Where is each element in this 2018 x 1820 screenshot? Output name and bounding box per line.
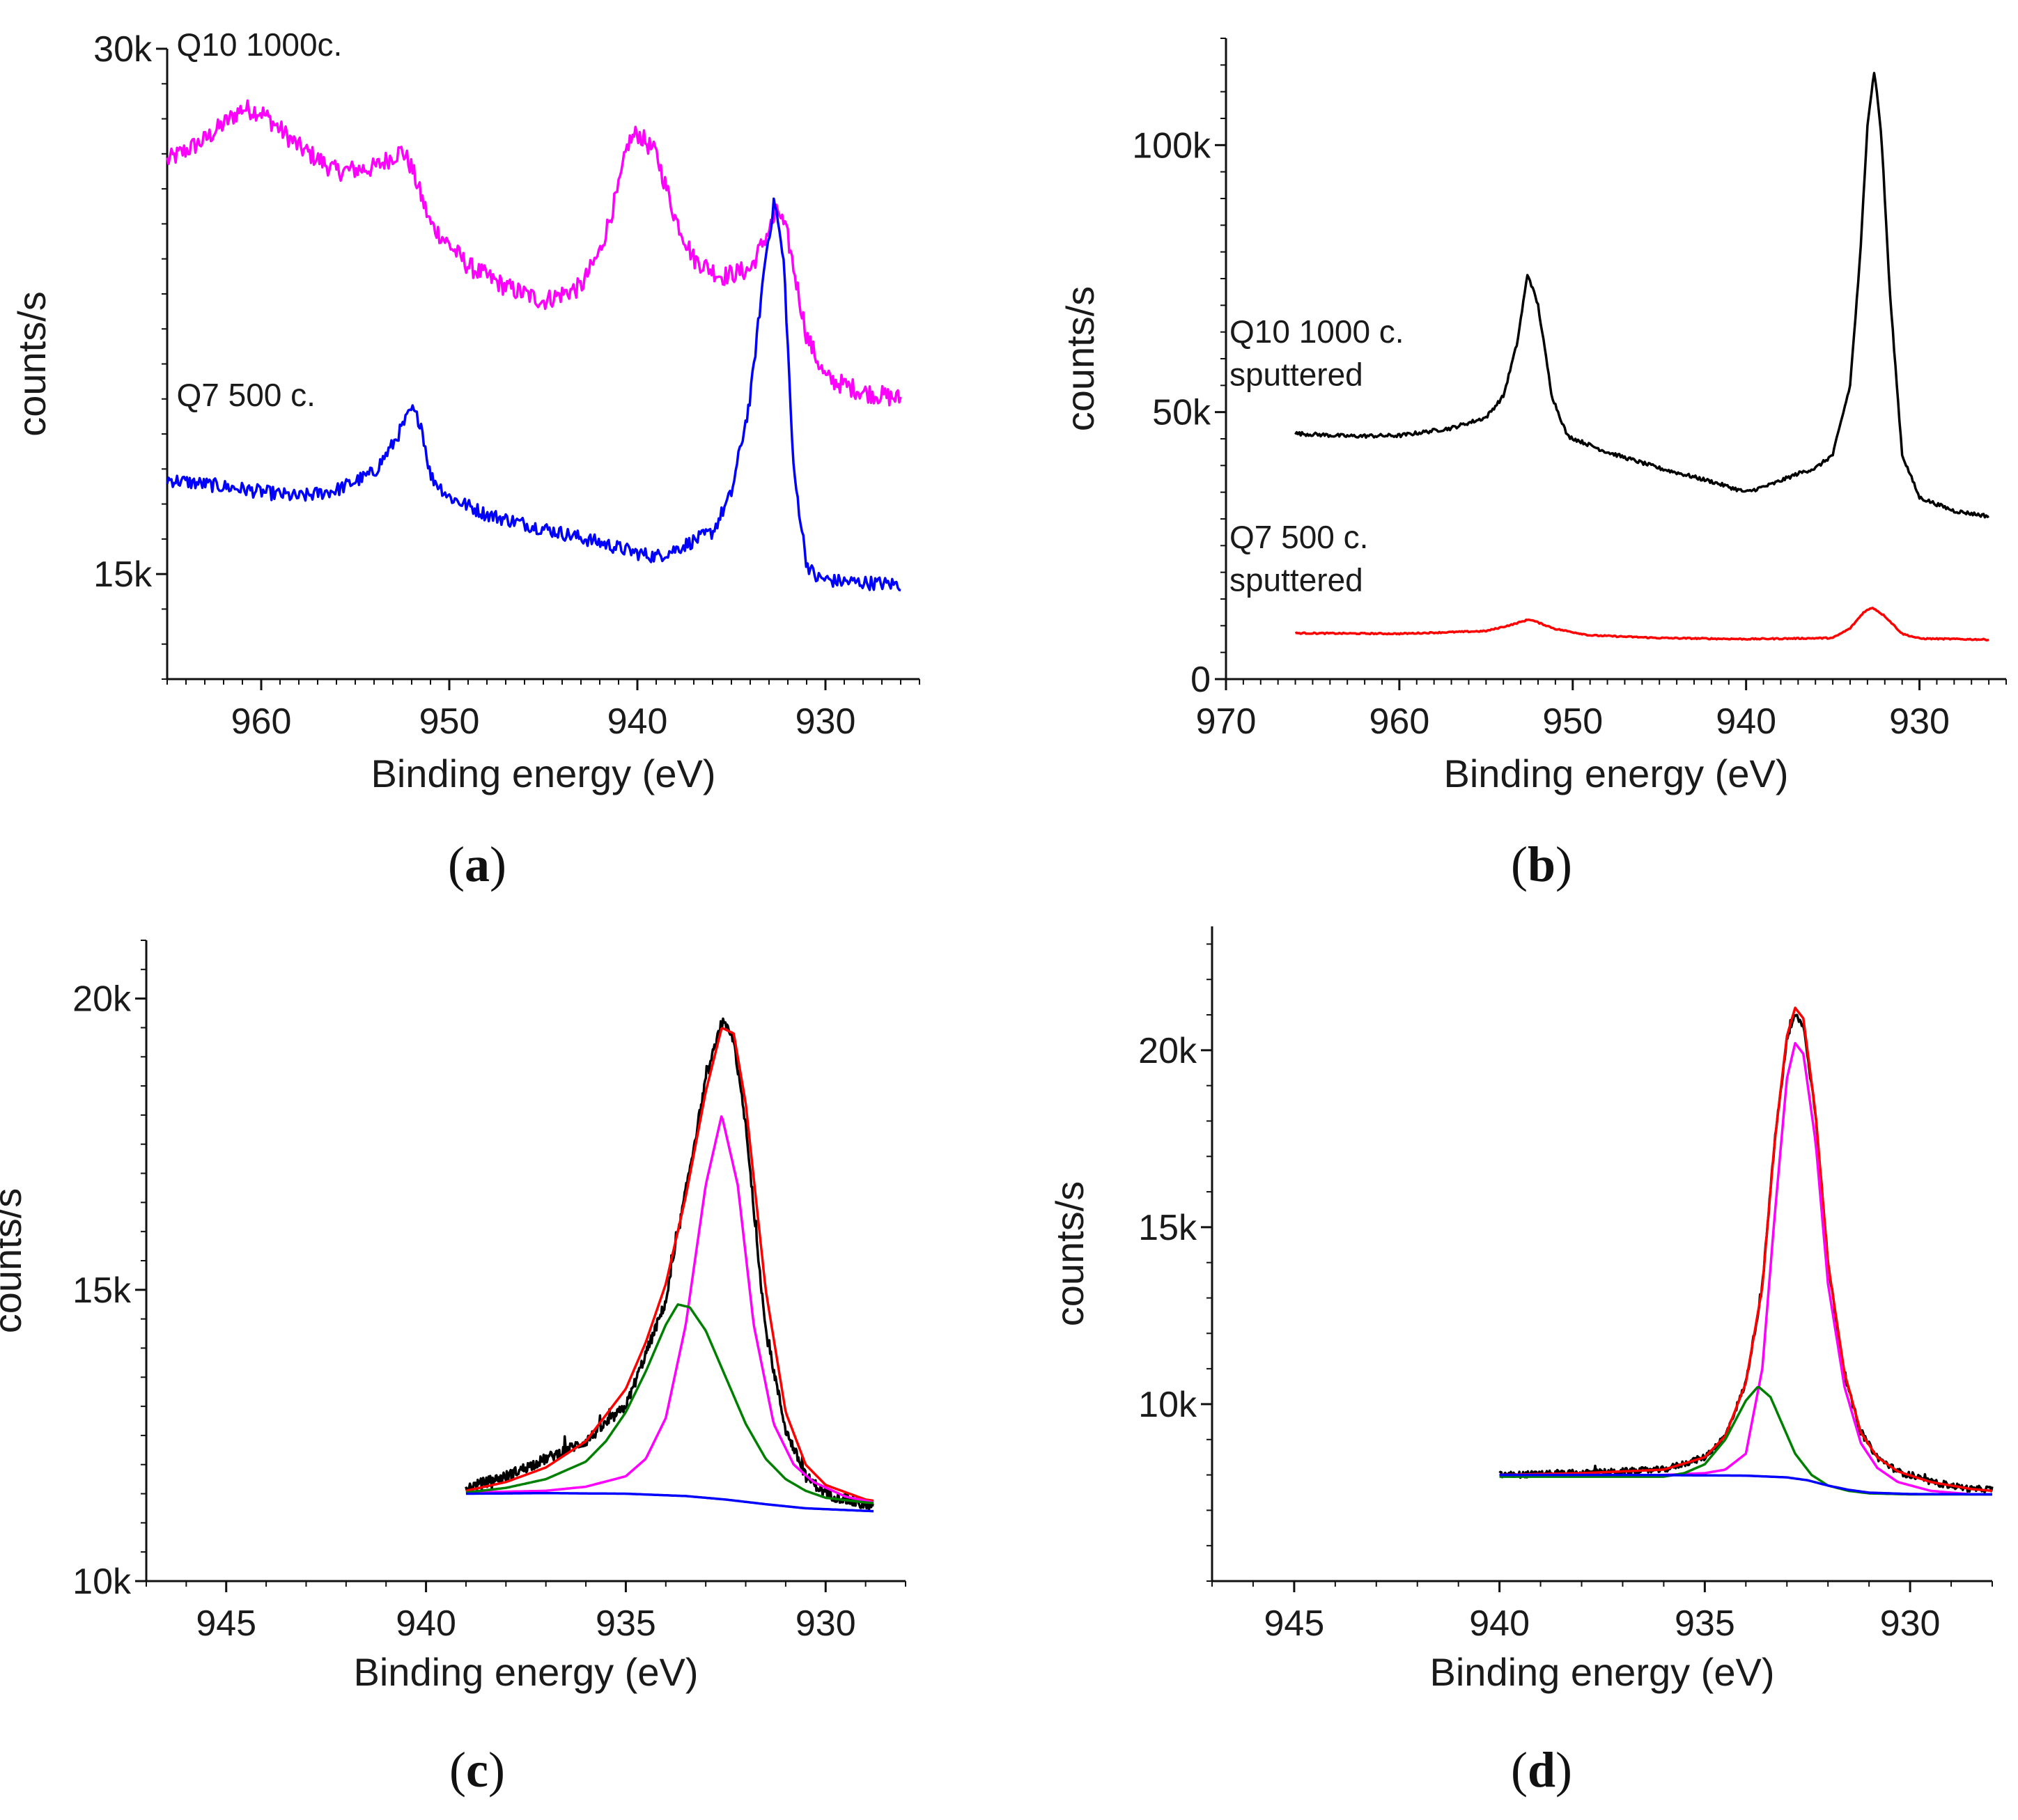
x-tick-label: 940	[396, 1603, 456, 1644]
y-tick-label: 0	[1190, 660, 1211, 700]
y-axis-title: counts/s	[1048, 1181, 1092, 1327]
panel-label-c-letter: c	[466, 1742, 488, 1798]
series-line-q10-1000c-	[166, 99, 902, 407]
panel-label-c-close: )	[488, 1742, 505, 1798]
chart-d: 945 940 935 930 10k 15k 20k Binding energy (eV)…	[1048, 926, 1994, 1694]
series-annotation: Q7 500 c.	[1229, 519, 1368, 555]
series-line-background	[465, 1491, 874, 1513]
y-tick-label: 15k	[1138, 1208, 1197, 1248]
y-tick-label: 50k	[1152, 393, 1211, 433]
x-tick-label: 935	[596, 1603, 656, 1644]
x-tick-label: 950	[1542, 701, 1603, 742]
panel-label-a-open: (	[448, 837, 465, 892]
x-tick-label: 960	[231, 701, 292, 742]
panel-label-d-open: (	[1510, 1742, 1528, 1798]
panel-label-d-letter: d	[1527, 1742, 1556, 1798]
y-tick-label: 10k	[72, 1562, 132, 1602]
panel-label-d: (d)	[1402, 1741, 1681, 1799]
series-line-component-932-6-ev	[465, 1115, 874, 1504]
series-line-q7-500-c-	[166, 197, 901, 592]
y-tick-label: 15k	[72, 1270, 132, 1311]
x-tick-label: 950	[419, 701, 480, 742]
panel-label-b-close: )	[1555, 837, 1572, 892]
panel-label-a-letter: a	[465, 837, 490, 892]
series-line-q10-1000-c-sputtered	[1294, 72, 1990, 519]
x-tick-label: 960	[1369, 701, 1430, 742]
y-axis-title: counts/s	[0, 1188, 29, 1334]
panel-label-d-close: )	[1555, 1742, 1572, 1798]
y-tick-label: 10k	[1138, 1385, 1197, 1425]
x-tick-label: 930	[795, 701, 856, 742]
series-line-q7-500-c-sputtered	[1294, 607, 1989, 641]
panel-label-b-letter: b	[1527, 837, 1556, 892]
y-tick-label: 15k	[93, 554, 153, 595]
panel-label-b: (b)	[1402, 836, 1681, 894]
series-annotation: Q10 1000c.	[177, 26, 343, 63]
panel-label-a-close: )	[490, 837, 506, 892]
y-axis-title: counts/s	[10, 291, 54, 437]
x-tick-label: 940	[1716, 701, 1776, 742]
x-tick-label: 940	[1469, 1603, 1530, 1644]
panel-label-c: (c)	[338, 1741, 616, 1799]
series-line-component-933-8-ev	[465, 1303, 874, 1504]
y-axis-title: counts/s	[1058, 286, 1102, 432]
series-annotation: Q10 1000 c.	[1229, 313, 1404, 350]
series-line-component-932-9-ev	[1499, 1041, 1992, 1496]
panel-label-a: (a)	[338, 836, 616, 894]
x-axis-title: Binding energy (eV)	[1444, 752, 1789, 795]
chart-b: 970 960 950 940 930 0 50k 100k Binding energy (e…	[1058, 38, 2007, 795]
panel-label-c-open: (	[449, 1742, 467, 1798]
series-annotation: sputtered	[1229, 356, 1363, 392]
x-tick-label: 930	[795, 1603, 856, 1644]
series-annotation: Q7 500 c.	[177, 377, 316, 413]
series-line-fit-envelope	[1499, 1006, 1993, 1493]
chart-a: 960 950 940 930 15k 30k Binding energy (eV) cou…	[10, 26, 920, 795]
series-line-measured	[1498, 1013, 1994, 1494]
chart-c: 945 940 935 930 10k 15k 20k Binding energy (eV)…	[0, 940, 906, 1694]
y-tick-label: 20k	[1138, 1031, 1197, 1071]
x-tick-label: 945	[196, 1603, 256, 1644]
x-axis-title: Binding energy (eV)	[1430, 1650, 1775, 1694]
series-annotation: sputtered	[1229, 562, 1363, 598]
x-tick-label: 945	[1264, 1603, 1325, 1644]
x-tick-label: 970	[1196, 701, 1257, 742]
x-tick-label: 930	[1880, 1603, 1941, 1644]
y-tick-label: 30k	[93, 29, 153, 70]
y-tick-label: 20k	[72, 979, 132, 1020]
x-tick-label: 930	[1889, 701, 1950, 742]
panel-label-b-open: (	[1510, 837, 1528, 892]
x-tick-label: 935	[1675, 1603, 1735, 1644]
x-axis-title: Binding energy (eV)	[371, 752, 716, 795]
x-axis-title: Binding energy (eV)	[354, 1650, 699, 1694]
series-line-fit-envelope	[465, 1027, 874, 1502]
x-tick-label: 940	[607, 701, 668, 742]
y-tick-label: 100k	[1132, 125, 1211, 166]
series-line-background	[1499, 1473, 1992, 1496]
